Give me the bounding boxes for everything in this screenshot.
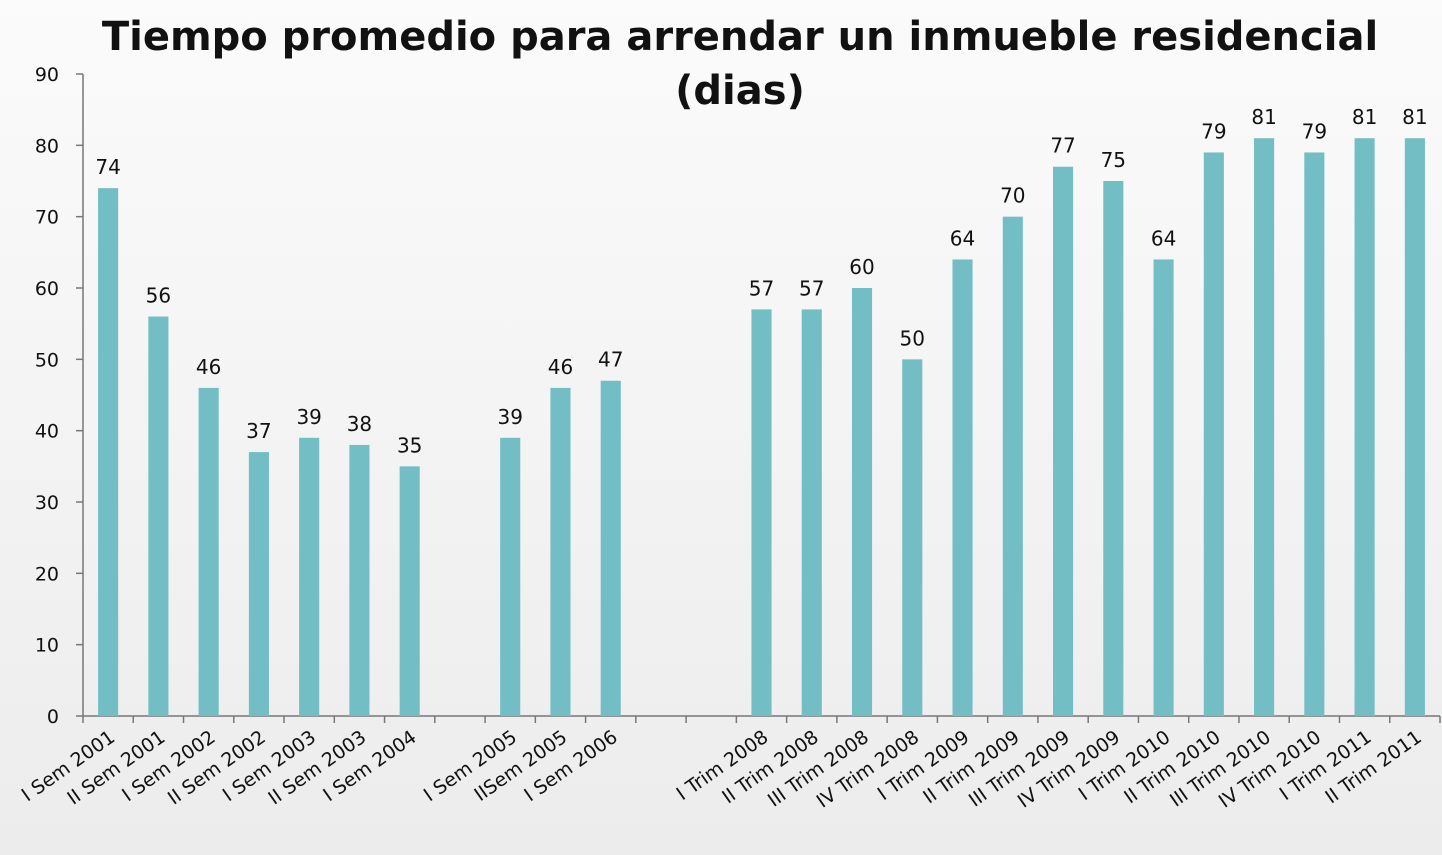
y-tick-label: 80: [35, 135, 59, 157]
bar: [98, 188, 119, 717]
bar: [952, 259, 973, 716]
value-label: 74: [95, 155, 120, 179]
chart-title: Tiempo promedio para arrendar un inmuebl…: [102, 14, 1378, 60]
bar: [1053, 166, 1074, 716]
bar: [902, 359, 923, 716]
value-label: 39: [497, 405, 522, 429]
bar: [1254, 138, 1275, 716]
y-tick-label: 0: [47, 706, 59, 728]
bar: [1354, 138, 1375, 716]
y-tick-label: 60: [35, 278, 59, 300]
value-label: 77: [1050, 134, 1075, 158]
y-tick-label: 20: [35, 563, 59, 585]
value-label: 50: [900, 326, 925, 350]
value-label: 39: [296, 405, 321, 429]
bar: [1103, 181, 1124, 716]
value-label: 79: [1201, 119, 1226, 143]
value-label: 64: [1151, 226, 1176, 250]
value-label: 75: [1101, 148, 1126, 172]
y-tick-label: 50: [35, 349, 59, 371]
bar: [751, 309, 772, 716]
value-label: 81: [1251, 105, 1276, 129]
value-label: 60: [849, 255, 874, 279]
value-label: 46: [548, 355, 573, 379]
value-label: 35: [397, 433, 422, 457]
value-label: 38: [347, 412, 372, 436]
value-label: 47: [598, 348, 623, 372]
chart-title: (dias): [675, 68, 805, 114]
value-label: 64: [950, 226, 975, 250]
bar: [600, 380, 621, 716]
value-label: 79: [1302, 119, 1327, 143]
bar: [299, 437, 320, 716]
bar: [550, 387, 571, 716]
value-label: 81: [1402, 105, 1427, 129]
value-label: 70: [1000, 184, 1025, 208]
value-label: 56: [146, 284, 171, 308]
y-tick-label: 40: [35, 421, 59, 443]
bar: [248, 452, 269, 716]
bar: [1153, 259, 1174, 716]
bar: [801, 309, 822, 716]
bar: [1304, 152, 1325, 716]
bar: [349, 444, 370, 716]
y-tick-label: 10: [35, 635, 59, 657]
bar: [148, 316, 169, 716]
bar: [500, 437, 521, 716]
y-tick-label: 30: [35, 492, 59, 514]
value-label: 81: [1352, 105, 1377, 129]
bar: [198, 387, 219, 716]
value-label: 46: [196, 355, 221, 379]
bar: [399, 466, 420, 716]
y-tick-label: 70: [35, 207, 59, 229]
bar: [1203, 152, 1224, 716]
bar: [851, 288, 873, 716]
bar: [1404, 138, 1425, 716]
y-tick-label: 90: [35, 64, 59, 86]
value-label: 57: [749, 276, 774, 300]
bar: [1002, 216, 1023, 716]
value-label: 37: [246, 419, 271, 443]
value-label: 57: [799, 276, 824, 300]
